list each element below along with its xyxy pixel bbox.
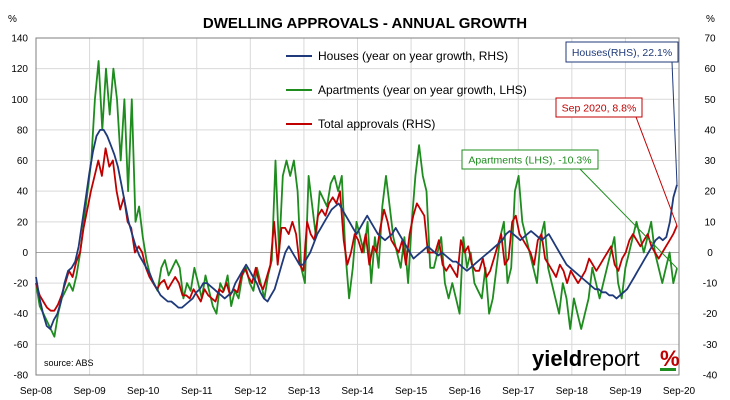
legend-label: Apartments (year on year growth, LHS) <box>318 83 527 97</box>
left-tick-label: -80 <box>14 371 29 382</box>
logo-underline <box>660 368 676 371</box>
x-tick-label: Sep-19 <box>609 386 642 397</box>
left-axis-ticks: -80 -60 -40 -20 0 20 40 60 80 100 120 140 <box>11 34 28 382</box>
right-tick-label: -30 <box>703 340 718 351</box>
legend-label: Houses (year on year growth, RHS) <box>318 49 508 63</box>
annotation-label: Apartments (LHS), -10.3% <box>468 155 591 167</box>
right-tick-label: -40 <box>703 371 718 382</box>
annotation-leader <box>579 168 678 269</box>
annotation-box <box>461 149 599 170</box>
annotation-label: Houses(RHS), 22.1% <box>572 47 672 59</box>
logo-word-yield: yield <box>532 346 582 371</box>
x-tick-label: Sep-12 <box>234 386 267 397</box>
left-tick-label: 60 <box>17 156 29 167</box>
left-tick-label: 120 <box>11 64 28 75</box>
left-tick-label: 80 <box>17 125 29 136</box>
x-tick-label: Sep-18 <box>556 386 589 397</box>
left-tick-label: 0 <box>22 248 28 259</box>
x-tick-label: Sep-17 <box>502 386 535 397</box>
right-axis-unit: % <box>706 14 715 25</box>
left-tick-label: -20 <box>14 279 29 290</box>
plot-area-border <box>35 37 680 376</box>
series-total <box>35 147 678 312</box>
right-tick-label: 50 <box>704 95 716 106</box>
left-tick-label: 20 <box>17 217 29 228</box>
right-tick-label: -20 <box>703 309 718 320</box>
svg-text:yieldreport: yieldreport <box>532 346 640 371</box>
right-tick-label: 30 <box>704 156 716 167</box>
left-tick-label: 140 <box>11 34 28 45</box>
right-tick-label: -10 <box>703 279 718 290</box>
right-axis-ticks: -40 -30 -20 -10 0 10 20 30 40 50 60 70 <box>703 34 718 382</box>
x-tick-label: Sep-10 <box>127 386 160 397</box>
right-tick-label: 20 <box>704 187 716 198</box>
right-tick-label: 70 <box>704 34 716 45</box>
right-tick-label: 60 <box>704 64 716 75</box>
x-tick-label: Sep-15 <box>395 386 428 397</box>
annotation-box <box>555 97 643 118</box>
annotation-leader <box>635 116 678 226</box>
logo-percent-symbol: % <box>660 346 680 371</box>
series-apartments <box>35 60 678 338</box>
logo-word-report: report <box>582 346 639 371</box>
annotation-box <box>565 41 679 63</box>
left-tick-label: -60 <box>14 340 29 351</box>
chart-title: DWELLING APPROVALS - ANNUAL GROWTH <box>203 15 527 32</box>
annotation-label: Sep 2020, 8.8% <box>562 103 637 115</box>
series-lines <box>35 60 678 338</box>
series-houses <box>35 128 678 330</box>
annotation-leader <box>671 61 678 185</box>
legend: Houses (year on year growth, RHS) Apartme… <box>286 49 527 131</box>
left-axis-unit: % <box>8 14 17 25</box>
source-note: source: ABS <box>44 358 94 368</box>
left-tick-label: 40 <box>17 187 29 198</box>
x-tick-label: Sep-14 <box>341 386 374 397</box>
x-axis-ticks: Sep-08 Sep-09 Sep-10 Sep-11 Sep-12 Sep-13 Sep-… <box>20 386 696 397</box>
left-tick-label: 100 <box>11 95 28 106</box>
right-tick-label: 10 <box>704 217 716 228</box>
yieldreport-logo: yieldreport % <box>532 346 680 371</box>
right-tick-label: 40 <box>704 125 716 136</box>
x-tick-label: Sep-11 <box>181 386 213 397</box>
x-tick-label: Sep-16 <box>449 386 482 397</box>
x-tick-label: Sep-20 <box>663 386 696 397</box>
x-tick-label: Sep-08 <box>20 386 53 397</box>
left-tick-label: -40 <box>14 309 29 320</box>
right-tick-label: 0 <box>707 248 713 259</box>
x-tick-label: Sep-13 <box>288 386 321 397</box>
x-tick-label: Sep-09 <box>73 386 106 397</box>
annotations: Houses(RHS), 22.1% Sep 2020, 8.8% Apartmen… <box>461 41 679 269</box>
legend-label: Total approvals (RHS) <box>318 117 435 131</box>
